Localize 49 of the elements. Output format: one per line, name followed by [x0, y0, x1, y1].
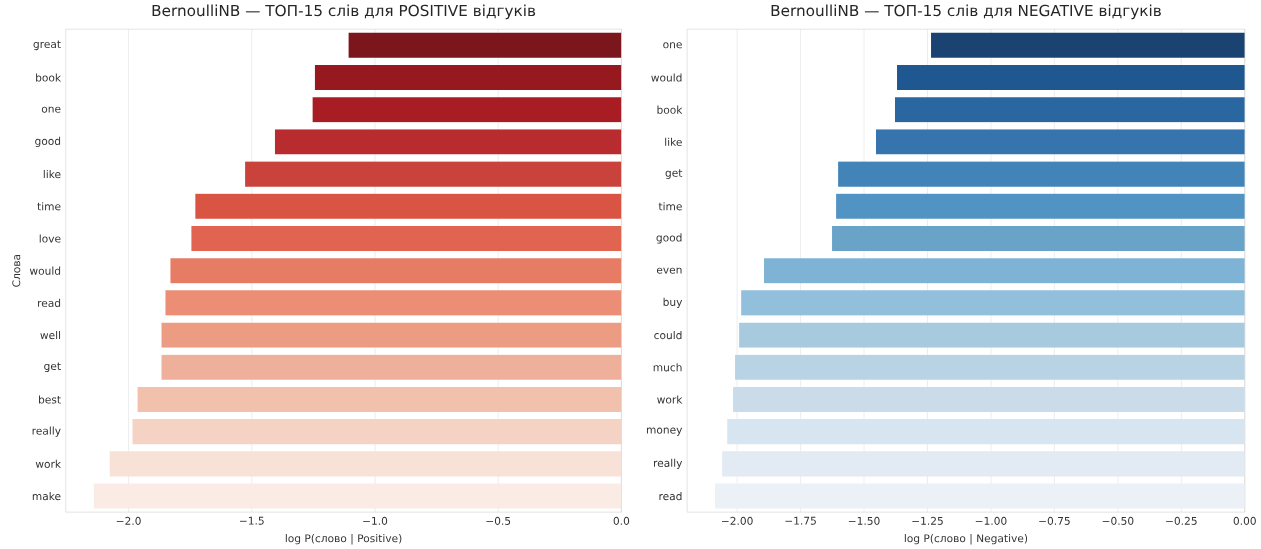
x-tick-label: −1.75 — [785, 516, 816, 525]
y-tick-label: read — [659, 491, 682, 501]
y-tick-label: best — [39, 395, 61, 404]
y-tick-label: one — [663, 42, 682, 49]
y-tick-label: like — [665, 137, 682, 146]
x-tick-label: −1.25 — [912, 516, 943, 525]
x-tick-label: −1.0 — [363, 516, 388, 525]
y-tick-label: really — [32, 426, 61, 437]
y-tick-label: much — [653, 363, 682, 372]
y-tick-label: would — [29, 266, 61, 275]
chart-title: BernoulliNB — ТОП-15 слів для NEGATIVE відгуків — [771, 4, 1161, 20]
x-tick-label: −0.5 — [486, 516, 511, 525]
y-tick-label: work — [35, 459, 62, 468]
y-tick-label: love — [39, 234, 61, 243]
x-tick-label: −0.25 — [1166, 516, 1197, 525]
x-tick-label: −1.5 — [240, 516, 264, 525]
x-tick-label: −1.50 — [848, 516, 880, 525]
x-tick-label: −2.00 — [721, 516, 753, 525]
y-axis-title: Слова — [12, 254, 21, 287]
x-axis-title: log P(слово | Negative) — [904, 533, 1028, 545]
y-tick-label: would — [651, 73, 682, 82]
x-axis-title: log P(слово | Positive) — [285, 533, 402, 545]
x-tick-label: 0.00 — [1233, 516, 1256, 525]
y-tick-label: good — [656, 233, 682, 244]
x-tick-label: −0.75 — [1039, 516, 1070, 525]
x-tick-label: −2.0 — [116, 516, 141, 525]
x-tick-label: −1.00 — [975, 516, 1007, 525]
y-tick-label: work — [657, 395, 683, 404]
y-tick-label: make — [32, 491, 61, 501]
y-tick-label: good — [35, 136, 61, 148]
y-tick-label: like — [43, 169, 61, 179]
y-tick-label: book — [36, 73, 62, 82]
y-tick-label: buy — [663, 297, 683, 308]
x-tick-label: −0.50 — [1102, 516, 1134, 525]
y-tick-label: one — [41, 106, 61, 113]
x-tick-label: 0.0 — [613, 516, 630, 525]
y-tick-label: get — [44, 362, 61, 373]
y-tick-label: really — [654, 458, 683, 469]
y-tick-label: well — [40, 330, 61, 340]
y-tick-label: time — [658, 202, 682, 211]
y-tick-label: book — [657, 105, 683, 114]
y-tick-label: could — [654, 330, 682, 340]
y-tick-label: even — [656, 267, 682, 274]
chart-title: BernoulliNB — ТОП-15 слів для POSITIVE відгуків — [152, 4, 536, 20]
y-tick-label: get — [665, 169, 683, 179]
y-tick-label: read — [38, 298, 61, 307]
y-tick-label: money — [646, 427, 683, 436]
y-tick-label: great — [33, 40, 61, 51]
y-tick-label: time — [37, 202, 61, 211]
